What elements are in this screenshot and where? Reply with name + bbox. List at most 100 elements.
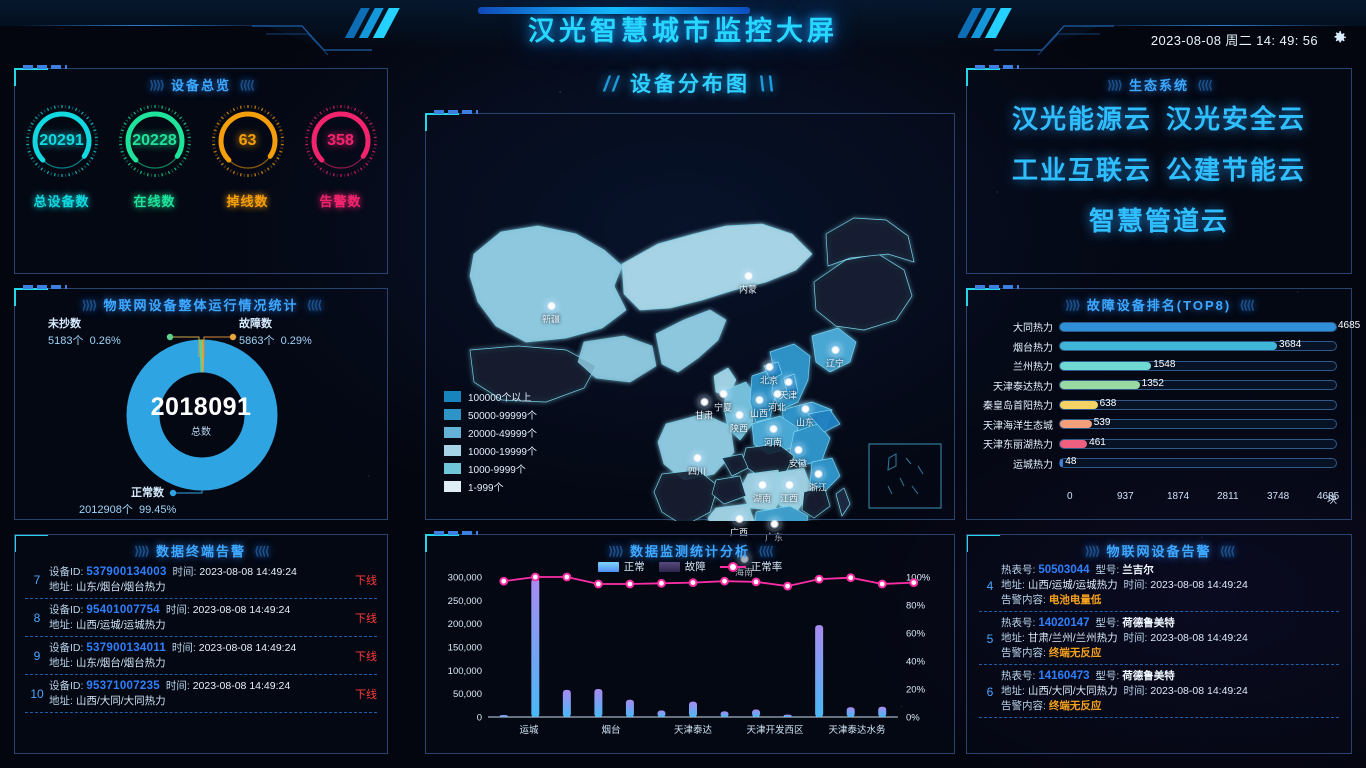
rate-point[interactable] <box>909 578 919 587</box>
city-label: 河北 <box>767 402 787 413</box>
rate-point[interactable] <box>657 578 666 588</box>
ranking-bar-fill <box>1060 361 1152 370</box>
segment-label-unread: 未抄数 5183个 0.26% <box>48 318 121 347</box>
terminal-alarm-list[interactable]: 7 设备ID: 537900134003 时间: 2023-08-08 14:49… <box>15 561 387 713</box>
map-city-marker[interactable]: 河北 <box>767 388 787 414</box>
table-row[interactable]: 6 热表号: 14160473 型号: 荷德鲁美特 地址: 山西/大同/大同热力 时… <box>979 665 1339 718</box>
map-city-marker[interactable]: 陕西 <box>730 409 748 435</box>
legend-item-fault[interactable]: 故障 <box>658 559 706 574</box>
ranking-label: 天津海洋生态城 <box>983 420 1053 432</box>
table-row[interactable]: 5 热表号: 14020147 型号: 荷德鲁美特 地址: 甘肃/兰州/兰州热力 时… <box>979 612 1339 665</box>
ecosystem-item[interactable]: 智慧管道云 <box>1088 206 1229 236</box>
bar[interactable] <box>720 711 729 717</box>
city-label: 天津 <box>778 390 798 401</box>
ecosystem-item[interactable]: 工业互联云 <box>1011 155 1152 185</box>
ranking-bar-fill <box>1060 420 1092 429</box>
bar[interactable] <box>815 625 824 717</box>
rate-point[interactable] <box>783 581 793 591</box>
chevrons-left-icon: ⟩⟩⟩⟩ <box>1064 298 1081 312</box>
rate-point[interactable] <box>625 579 635 589</box>
map-city-marker[interactable]: 广西 <box>730 513 748 539</box>
rate-point[interactable] <box>562 572 572 582</box>
map-city-marker[interactable]: 天津 <box>778 376 798 402</box>
rate-point[interactable] <box>846 573 856 583</box>
map-city-marker[interactable]: 河南 <box>764 423 782 449</box>
china-map[interactable] <box>426 114 956 521</box>
chevrons-right-icon: ⟨⟨⟨⟨ <box>254 544 270 558</box>
legend-item-normal[interactable]: 正常 <box>597 559 645 574</box>
monitor-chart-svg[interactable]: 0 50,000 100,000 150,000 200,000 250,000 300,0… <box>426 569 956 754</box>
slash-right-icon: \\ <box>758 73 777 96</box>
segment-label-normal: 正常数 2012908个 99.45% <box>79 487 177 516</box>
gauge-label: 掉线数 <box>226 194 269 209</box>
map-city-marker[interactable]: 辽宁 <box>826 344 844 370</box>
ranking-row[interactable]: 天津海洋生态城 539 <box>981 415 1337 435</box>
ranking-bar-fill <box>1060 459 1064 468</box>
rate-point[interactable] <box>688 578 698 587</box>
table-row[interactable]: 4 热表号: 50503044 型号: 兰吉尔 地址: 山西/运城/运城热力 时间:… <box>979 559 1339 612</box>
gauge-value: 63 <box>238 132 257 149</box>
map-city-marker[interactable]: 宁夏 <box>714 388 732 414</box>
gauge-1[interactable]: 20228 在线数 <box>113 105 197 210</box>
table-row[interactable]: 10 设备ID: 95371007235 时间: 2023-08-08 14:49… <box>25 675 377 713</box>
bar[interactable] <box>878 706 887 717</box>
bar[interactable] <box>625 699 634 717</box>
page-title: 汉光智慧城市监控大屏 <box>528 16 838 46</box>
ranking-row[interactable]: 运城热力 48 <box>981 454 1337 474</box>
bar[interactable] <box>689 701 697 717</box>
map-city-marker[interactable]: 江西 <box>780 479 798 505</box>
gauge-2[interactable]: 63 掉线数 <box>206 105 290 210</box>
map-city-marker[interactable]: 湖南 <box>753 479 771 505</box>
rate-point[interactable] <box>751 577 761 587</box>
ranking-row[interactable]: 烟台热力 3684 <box>981 337 1337 357</box>
slash-left-icon: // <box>603 73 622 96</box>
rate-point[interactable] <box>814 574 824 584</box>
bar[interactable] <box>531 578 540 717</box>
map-city-marker[interactable]: 北京 <box>760 361 778 387</box>
rate-point[interactable] <box>593 579 603 589</box>
bar[interactable] <box>783 714 792 717</box>
rate-point[interactable] <box>530 572 540 582</box>
rate-point[interactable] <box>877 579 887 589</box>
chevrons-left-icon: ⟩⟩⟩⟩ <box>1084 544 1101 558</box>
map-city-marker[interactable]: 安徽 <box>789 444 807 470</box>
map-city-marker[interactable]: 内蒙 <box>739 270 757 296</box>
map-city-marker[interactable]: 山西 <box>750 394 768 420</box>
map-city-marker[interactable]: 甘肃 <box>695 396 713 422</box>
ranking-row[interactable]: 秦皇岛首阳热力 638 <box>981 395 1337 415</box>
gauge-3[interactable]: 358 告警数 <box>299 105 383 210</box>
map-city-marker[interactable]: 浙江 <box>809 468 827 494</box>
axis-unit: 块 <box>1327 495 1337 506</box>
table-row[interactable]: 9 设备ID: 537900134011 时间: 2023-08-08 14:49… <box>25 637 377 675</box>
ecosystem-item[interactable]: 汉光安全云 <box>1166 104 1307 134</box>
rate-point[interactable] <box>499 576 509 586</box>
table-row[interactable]: 7 设备ID: 537900134003 时间: 2023-08-08 14:49… <box>25 561 377 599</box>
panel-notch <box>975 65 1019 69</box>
bar[interactable] <box>657 710 666 717</box>
rate-point[interactable] <box>720 576 729 586</box>
iot-alarm-list[interactable]: 4 热表号: 50503044 型号: 兰吉尔 地址: 山西/运城/运城热力 时间:… <box>967 559 1351 718</box>
gauge-0[interactable]: 20291 总设备数 <box>20 105 104 210</box>
bar[interactable] <box>499 715 508 717</box>
bar[interactable] <box>846 707 855 717</box>
ranking-row[interactable]: 兰州热力 1548 <box>981 356 1337 376</box>
bar[interactable] <box>752 709 761 717</box>
row-line-address: 地址: 山西/运城/运城热力 时间: 2023-08-08 14:49:24 <box>1001 579 1248 591</box>
table-row[interactable]: 8 设备ID: 95401007754 时间: 2023-08-08 14:49:… <box>25 599 377 637</box>
y-axis-tick: 100,000 <box>448 666 482 677</box>
ranking-row[interactable]: 天津东丽湖热力 461 <box>981 434 1337 454</box>
row-body: 设备ID: 537900134003 时间: 2023-08-08 14:49:… <box>49 565 343 595</box>
ranking-bar-fill <box>1060 322 1336 331</box>
bar[interactable] <box>594 689 603 717</box>
legend-item-rate[interactable]: 正常率 <box>719 559 782 574</box>
bar[interactable] <box>562 689 571 717</box>
map-city-marker[interactable]: 四川 <box>688 452 706 478</box>
gear-icon[interactable] <box>1331 29 1348 46</box>
map-city-marker[interactable]: 山东 <box>796 403 814 429</box>
ecosystem-item[interactable]: 汉光能源云 <box>1011 104 1152 134</box>
ranking-row[interactable]: 天津泰达热力 1352 <box>981 376 1337 396</box>
map-city-marker[interactable]: 新疆 <box>542 300 560 326</box>
ecosystem-item[interactable]: 公建节能云 <box>1166 155 1307 185</box>
row-index: 5 <box>986 631 994 646</box>
ranking-row[interactable]: 大同热力 4685 <box>981 317 1360 337</box>
